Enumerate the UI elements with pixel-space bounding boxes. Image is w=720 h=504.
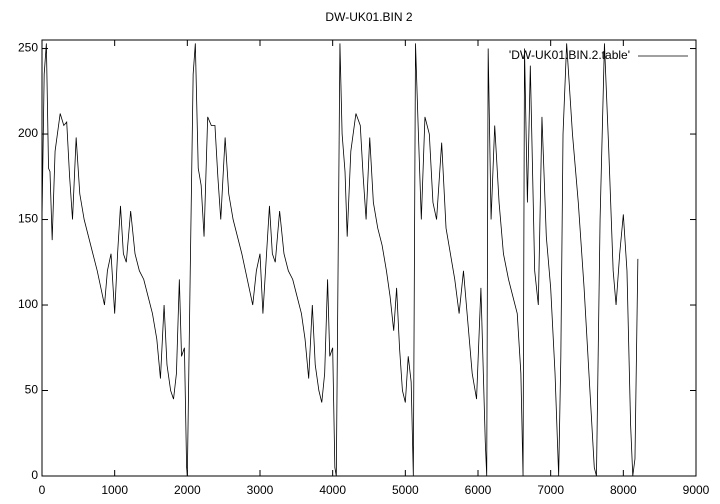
x-tick-label: 6000 [465,483,492,497]
plot-frame [41,39,697,477]
x-tick-label: 4000 [319,483,346,497]
x-tick-label: 1000 [101,483,128,497]
x-tick-label: 8000 [610,483,637,497]
x-tick-label: 3000 [247,483,274,497]
x-tick-label: 2000 [174,483,201,497]
y-tick-label: 200 [18,126,38,140]
y-tick-label: 0 [31,468,38,482]
y-tick-label: 250 [18,41,38,55]
data-line [41,43,639,477]
y-tick-label: 150 [18,212,38,226]
x-tick-label: 0 [39,483,46,497]
chart-title: DW-UK01.BIN 2 [325,10,412,24]
y-tick-label: 50 [25,383,39,397]
x-tick-label: 9000 [683,483,710,497]
x-tick-label: 7000 [537,483,564,497]
y-tick-label: 100 [18,297,38,311]
legend-label: 'DW-UK01.BIN.2.table' [509,48,630,62]
x-tick-label: 5000 [392,483,419,497]
